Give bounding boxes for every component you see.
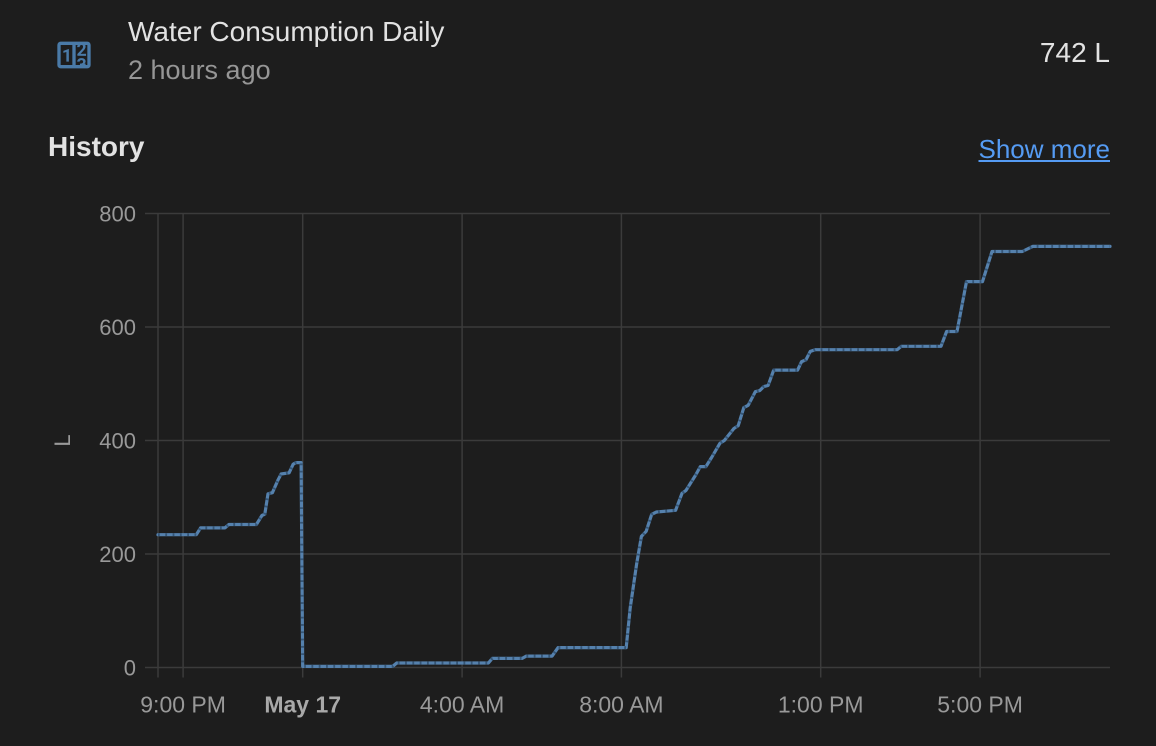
counter-icon-glyph [57,41,91,69]
entity-state: 742 L [1039,37,1110,68]
history-chart[interactable]: 0 200 400 600 800 9:00 PM May 17 4:00 AM 8:00 AM… [0,190,1156,746]
y-tick-label: 800 [99,202,136,227]
y-tick-label: 600 [99,315,136,340]
y-tick-label: 400 [99,429,136,454]
y-tick-label: 200 [99,542,136,567]
entity-name: Water Consumption Daily [128,16,445,47]
y-tick-label: 0 [124,656,136,681]
y-axis-unit: L [50,434,75,446]
history-heading: History [48,131,145,162]
x-tick-label: 4:00 AM [420,692,504,718]
x-tick-label: 8:00 AM [579,692,663,718]
x-tick-label: 9:00 PM [140,692,226,718]
x-tick-label: May 17 [264,692,341,718]
x-tick-label: 1:00 PM [778,692,864,718]
counter-icon [54,35,94,75]
show-more-link[interactable]: Show more [978,134,1111,164]
last-changed: 2 hours ago [128,55,271,85]
x-tick-label: 5:00 PM [937,692,1023,718]
consumption-line-markers [158,244,1110,668]
